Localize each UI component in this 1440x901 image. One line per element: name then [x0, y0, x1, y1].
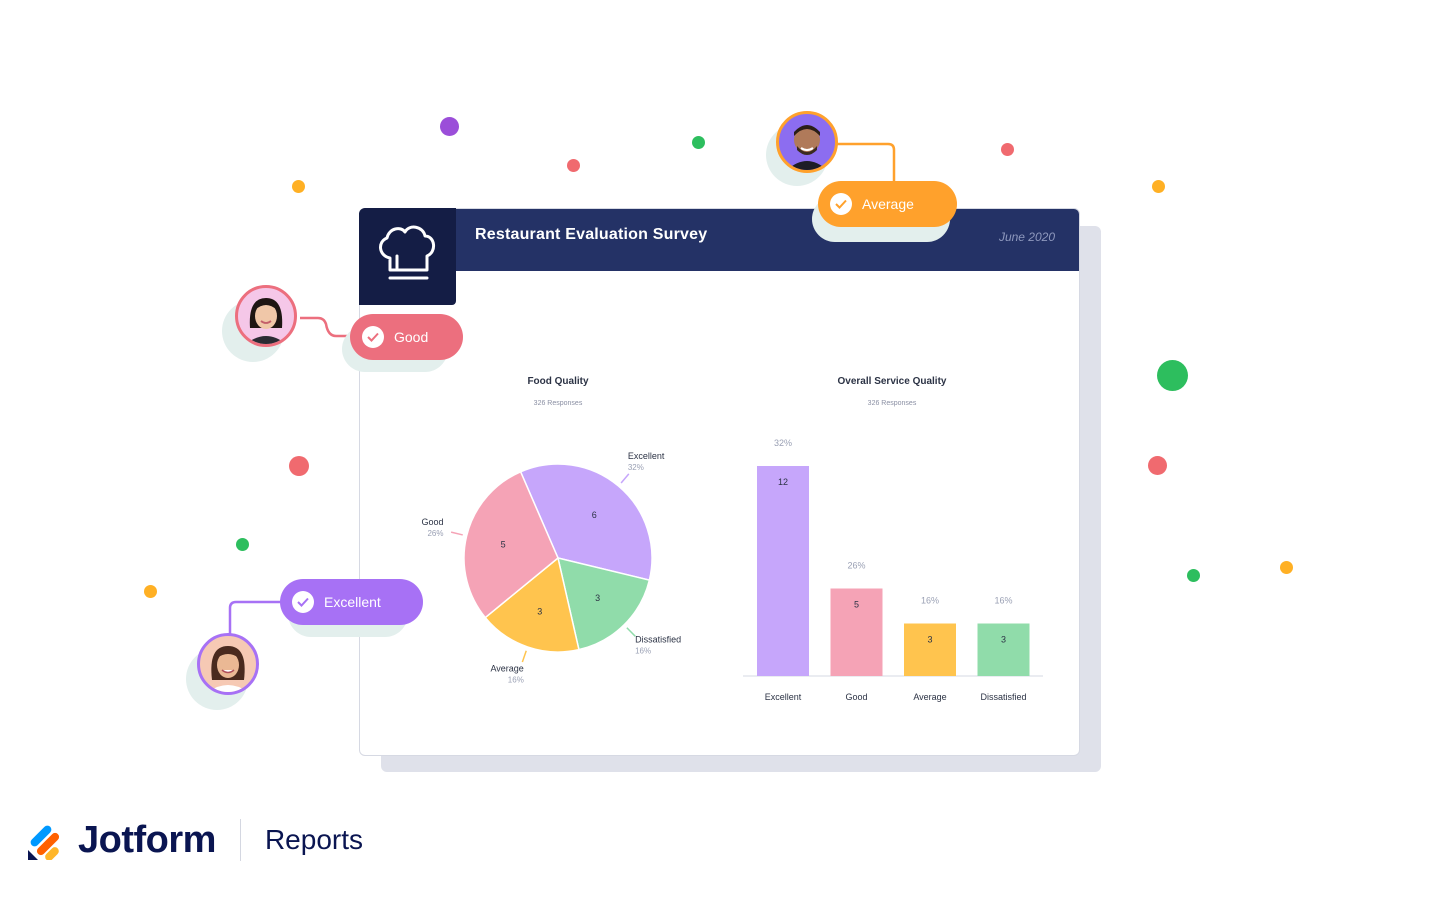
reviewer-avatar-good: [235, 285, 297, 347]
review-pill-excellent[interactable]: Excellent: [280, 579, 423, 625]
connector-line: [228, 600, 290, 634]
jotform-logo-icon: [28, 825, 60, 860]
reviewer-avatar-average: [776, 111, 838, 173]
pie-percent-label: 16%: [508, 675, 524, 684]
decor-dot: [440, 117, 459, 136]
bar-category-label: Good: [845, 692, 867, 702]
connector-line: [835, 142, 896, 186]
decor-dot: [144, 585, 157, 598]
decor-dot: [692, 136, 705, 149]
bar-excellent: [757, 466, 809, 676]
pie-percent-label: 32%: [628, 463, 644, 472]
decor-dot: [1157, 360, 1188, 391]
woman-portrait-icon: [246, 298, 286, 344]
brand-divider: [239, 819, 241, 861]
pie-slice-average: [484, 556, 580, 653]
pie-slice-dissatisfied: [556, 556, 651, 651]
check-icon: [362, 326, 384, 348]
decor-dot: [1001, 143, 1014, 156]
bar-category-label: Excellent: [765, 692, 802, 702]
check-icon: [292, 591, 314, 613]
bar-value-label: 3: [927, 635, 932, 645]
report-title: Restaurant Evaluation Survey: [475, 226, 708, 243]
brand-lockup: Jotform Reports: [26, 818, 363, 862]
charts-canvas: 6 Excellent 32% 3 Dissatisfied 16% 3 Average 16%…: [421, 438, 1043, 702]
pie-leader-line: [521, 650, 527, 663]
decor-dot: [567, 159, 580, 172]
bar-value-label: 12: [778, 477, 788, 487]
decor-dot: [292, 180, 305, 193]
woman-portrait-icon: [208, 646, 248, 692]
pie-value-label: 6: [592, 510, 597, 520]
connector-line: [300, 316, 362, 338]
pie-leader-line: [626, 627, 636, 637]
pie-leader-line: [450, 531, 463, 536]
bar-category-label: Average: [913, 692, 946, 702]
pie-percent-label: 26%: [427, 529, 443, 538]
brand-name: Jotform: [78, 818, 216, 861]
pie-category-label: Average: [490, 663, 523, 673]
report-card: Restaurant Evaluation Survey June 2020: [359, 208, 1080, 756]
pie-category-label: Excellent: [628, 451, 665, 461]
check-icon: [830, 193, 852, 215]
bar-percent-label: 32%: [774, 438, 792, 448]
pie-value-label: 3: [595, 593, 600, 603]
decor-dot: [1280, 561, 1293, 574]
pie-slice-excellent: [519, 463, 653, 582]
decor-dot: [1152, 180, 1165, 193]
bar-value-label: 3: [1001, 635, 1006, 645]
decor-dot: [236, 538, 249, 551]
pie-chart-title: Food Quality: [527, 376, 589, 387]
review-label: Average: [862, 196, 914, 212]
bar-dissatisfied: [977, 623, 1030, 676]
report-logo: [359, 208, 456, 305]
bar-value-label: 5: [854, 600, 859, 610]
decor-dot: [289, 456, 309, 476]
bar-percent-label: 26%: [847, 561, 865, 571]
bar-percent-label: 16%: [994, 596, 1012, 606]
report-date: June 2020: [998, 230, 1055, 244]
review-label: Excellent: [324, 594, 381, 610]
review-pill-average[interactable]: Average: [818, 181, 957, 227]
bar-good: [830, 588, 883, 676]
pie-leader-line: [620, 473, 630, 484]
review-pill-good[interactable]: Good: [350, 314, 463, 360]
pie-category-label: Good: [421, 517, 443, 527]
decor-dot: [1187, 569, 1200, 582]
pie-percent-label: 16%: [635, 646, 651, 655]
bar-category-label: Dissatisfied: [980, 692, 1026, 702]
bar-percent-label: 16%: [921, 596, 939, 606]
decor-dot: [1148, 456, 1167, 475]
man-portrait-icon: [787, 125, 827, 170]
bar-chart-subtitle: 326 Responses: [867, 400, 917, 407]
review-label: Good: [394, 329, 429, 345]
pie-value-label: 3: [537, 606, 542, 616]
reviewer-avatar-excellent: [197, 633, 259, 695]
bar-chart-title: Overall Service Quality: [837, 376, 947, 387]
pie-slice-good: [463, 470, 559, 619]
chef-hat-icon: [379, 225, 435, 280]
pie-category-label: Dissatisfied: [635, 634, 681, 644]
pie-value-label: 5: [501, 540, 506, 550]
pie-chart-subtitle: 326 Responses: [533, 400, 583, 407]
brand-product: Reports: [264, 824, 363, 855]
bar-average: [904, 623, 956, 676]
card-header: Restaurant Evaluation Survey June 2020: [360, 209, 1079, 271]
